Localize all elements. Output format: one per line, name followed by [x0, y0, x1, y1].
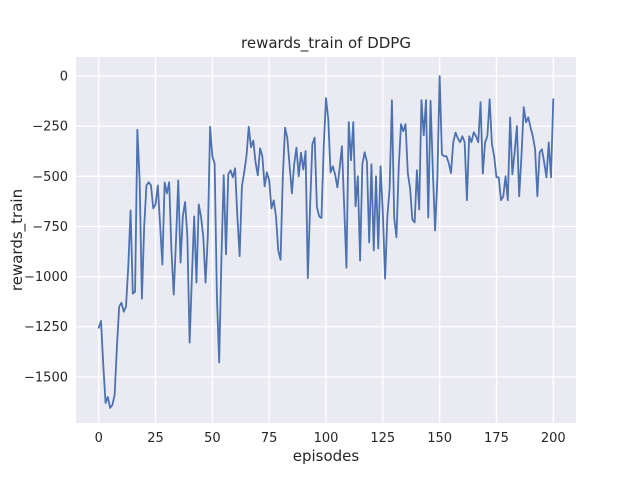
x-tick-label: 100 [314, 431, 339, 446]
gridlines [76, 57, 576, 423]
y-axis-tick-labels: 0 −250 −500 −750 −1000 −1250 −1500 [24, 70, 68, 386]
y-axis-label: rewards_train [8, 189, 27, 291]
x-tick-label: 50 [204, 431, 221, 446]
x-axis-tick-labels: 0 25 50 75 100 125 150 175 200 [95, 431, 566, 446]
y-tick-label: −1250 [24, 320, 68, 335]
y-tick-label: −250 [32, 120, 68, 135]
y-tick-label: −500 [32, 170, 68, 185]
x-tick-label: 25 [147, 431, 164, 446]
x-tick-label: 125 [370, 431, 395, 446]
x-tick-label: 0 [95, 431, 103, 446]
y-tick-label: 0 [60, 70, 68, 85]
x-tick-label: 175 [484, 431, 509, 446]
y-tick-label: −750 [32, 220, 68, 235]
y-tick-label: −1000 [24, 270, 68, 285]
x-tick-label: 200 [541, 431, 566, 446]
x-tick-label: 75 [261, 431, 278, 446]
y-tick-label: −1500 [24, 370, 68, 385]
x-axis-label: episodes [293, 447, 360, 465]
data-line-rewards-train [97, 75, 555, 409]
chart-title: rewards_train of DDPG [241, 34, 411, 53]
x-tick-label: 150 [427, 431, 452, 446]
